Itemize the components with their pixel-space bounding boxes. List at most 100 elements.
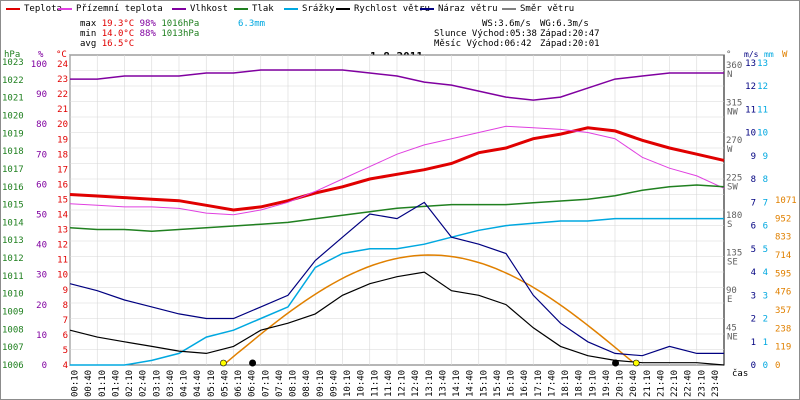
stats-avg-temp: 16.5°C [101, 39, 135, 49]
unit-hpa: hPa [4, 50, 21, 60]
rain-tick: 4 [763, 268, 768, 278]
temperature-tick: 6 [63, 331, 68, 341]
legend-label: Přízemní teplota [76, 4, 163, 14]
x-tick: 00:40 [84, 370, 94, 397]
pressure-tick: 1020 [2, 111, 24, 121]
x-tick: 06:10 [234, 370, 244, 397]
solar-curve [222, 254, 633, 366]
x-tick: 12:40 [411, 370, 421, 397]
x-tick: 21:10 [643, 370, 653, 397]
legend-label: Srážky [302, 4, 335, 14]
temperature-tick: 5 [63, 346, 68, 356]
x-tick: 17:10 [534, 370, 544, 397]
humidity-tick: 70 [36, 150, 47, 160]
x-tick: 08:40 [302, 370, 312, 397]
legend-label: Rychlost větru [354, 4, 430, 14]
sun-info: Slunce Východ:05:38 [434, 29, 537, 39]
stats-max-press: 1016hPa [161, 19, 200, 29]
temperature-tick: 8 [63, 301, 68, 311]
wind-tick: 13 [745, 59, 756, 69]
legend-label: Vlhkost [190, 4, 228, 14]
x-tick: 08:10 [289, 370, 299, 397]
x-tick: 15:10 [479, 370, 489, 397]
solar-tick: 119 [775, 343, 791, 353]
temperature-tick: 11 [57, 256, 68, 266]
solar-tick: 357 [775, 306, 791, 316]
x-tick: 14:40 [466, 370, 476, 397]
stats-min-temp: 14.0°C [101, 29, 135, 39]
series-line [69, 201, 724, 357]
x-tick: 16:10 [507, 370, 517, 397]
legend-item: Vlhkost [172, 2, 228, 16]
humidity-tick: 20 [36, 301, 47, 311]
pressure-tick: 1009 [2, 308, 24, 318]
solar-tick: 595 [775, 269, 791, 279]
wind-tick: 4 [751, 268, 756, 278]
solar-tick: 476 [775, 288, 791, 298]
x-tick: 18:10 [561, 370, 571, 397]
x-tick: 00:10 [71, 370, 81, 397]
temperature-tick: 16 [57, 180, 68, 190]
wind-tick: 0 [751, 361, 756, 371]
series-line [70, 217, 724, 366]
x-tick: 19:10 [588, 370, 598, 397]
stats-min-label: min [80, 29, 97, 39]
temperature-tick: 17 [57, 165, 68, 175]
wind-tick: 3 [751, 291, 756, 301]
stats-avg-label: avg [80, 39, 97, 49]
unit-w: W [782, 50, 788, 60]
unit-ms: m/s [744, 50, 759, 59]
x-tick: 01:40 [111, 370, 121, 397]
direction-dir-tick: SW [727, 183, 738, 193]
temperature-tick: 14 [57, 211, 68, 221]
x-tick: 23:40 [711, 370, 721, 397]
pressure-tick: 1006 [2, 361, 24, 371]
direction-tick: 180 [726, 211, 742, 221]
x-tick: 04:40 [193, 370, 203, 397]
direction-tick: 360 [726, 61, 742, 71]
wind-tick: 12 [745, 82, 756, 92]
x-tick: 20:40 [629, 370, 639, 397]
temperature-tick: 4 [63, 361, 68, 371]
pressure-tick: 1018 [2, 147, 24, 157]
humidity-tick: 80 [36, 120, 47, 130]
temperature-tick: 21 [57, 105, 68, 115]
legend-item: Teplota [6, 2, 62, 16]
rain-tick: 10 [757, 129, 768, 139]
pressure-tick: 1023 [2, 58, 24, 68]
rain-tick: 3 [763, 291, 768, 301]
humidity-tick: 50 [36, 211, 47, 221]
stats-max-temp: 19.3°C [101, 19, 135, 29]
unit-deg: ° [726, 50, 732, 60]
pressure-tick: 1019 [2, 129, 24, 139]
wind-tick: 9 [751, 152, 756, 162]
direction-dir-tick: W [727, 145, 733, 155]
temperature-tick: 13 [57, 226, 68, 236]
legend-item: Náraz větru [420, 2, 498, 16]
sunset-marker [632, 359, 640, 367]
pressure-tick: 1008 [2, 325, 24, 335]
humidity-tick: 100 [31, 60, 47, 70]
wind-tick: 11 [745, 105, 756, 115]
rain-tick: 12 [757, 82, 768, 92]
temperature-tick: 22 [57, 90, 68, 100]
legend-swatch [234, 8, 248, 10]
legend-label: Tlak [252, 4, 274, 14]
legend-item: Směr větru [502, 2, 574, 16]
wind-tick: 10 [745, 129, 756, 139]
legend-label: Směr větru [520, 4, 575, 14]
legend-swatch [502, 8, 516, 10]
pressure-tick: 1022 [2, 76, 24, 86]
series-line [70, 69, 724, 101]
pressure-tick: 1011 [2, 272, 24, 282]
x-tick: 14:10 [452, 370, 462, 397]
x-tick: 07:10 [261, 370, 271, 397]
rain-tick: 13 [757, 59, 768, 69]
temperature-tick: 9 [63, 286, 68, 296]
x-tick: 07:40 [275, 370, 285, 397]
x-tick: 10:40 [357, 370, 367, 397]
x-tick: 23:10 [697, 370, 707, 397]
solar-tick: 238 [775, 324, 791, 334]
wind-tick: 8 [751, 175, 756, 185]
x-tick: 04:10 [180, 370, 190, 397]
